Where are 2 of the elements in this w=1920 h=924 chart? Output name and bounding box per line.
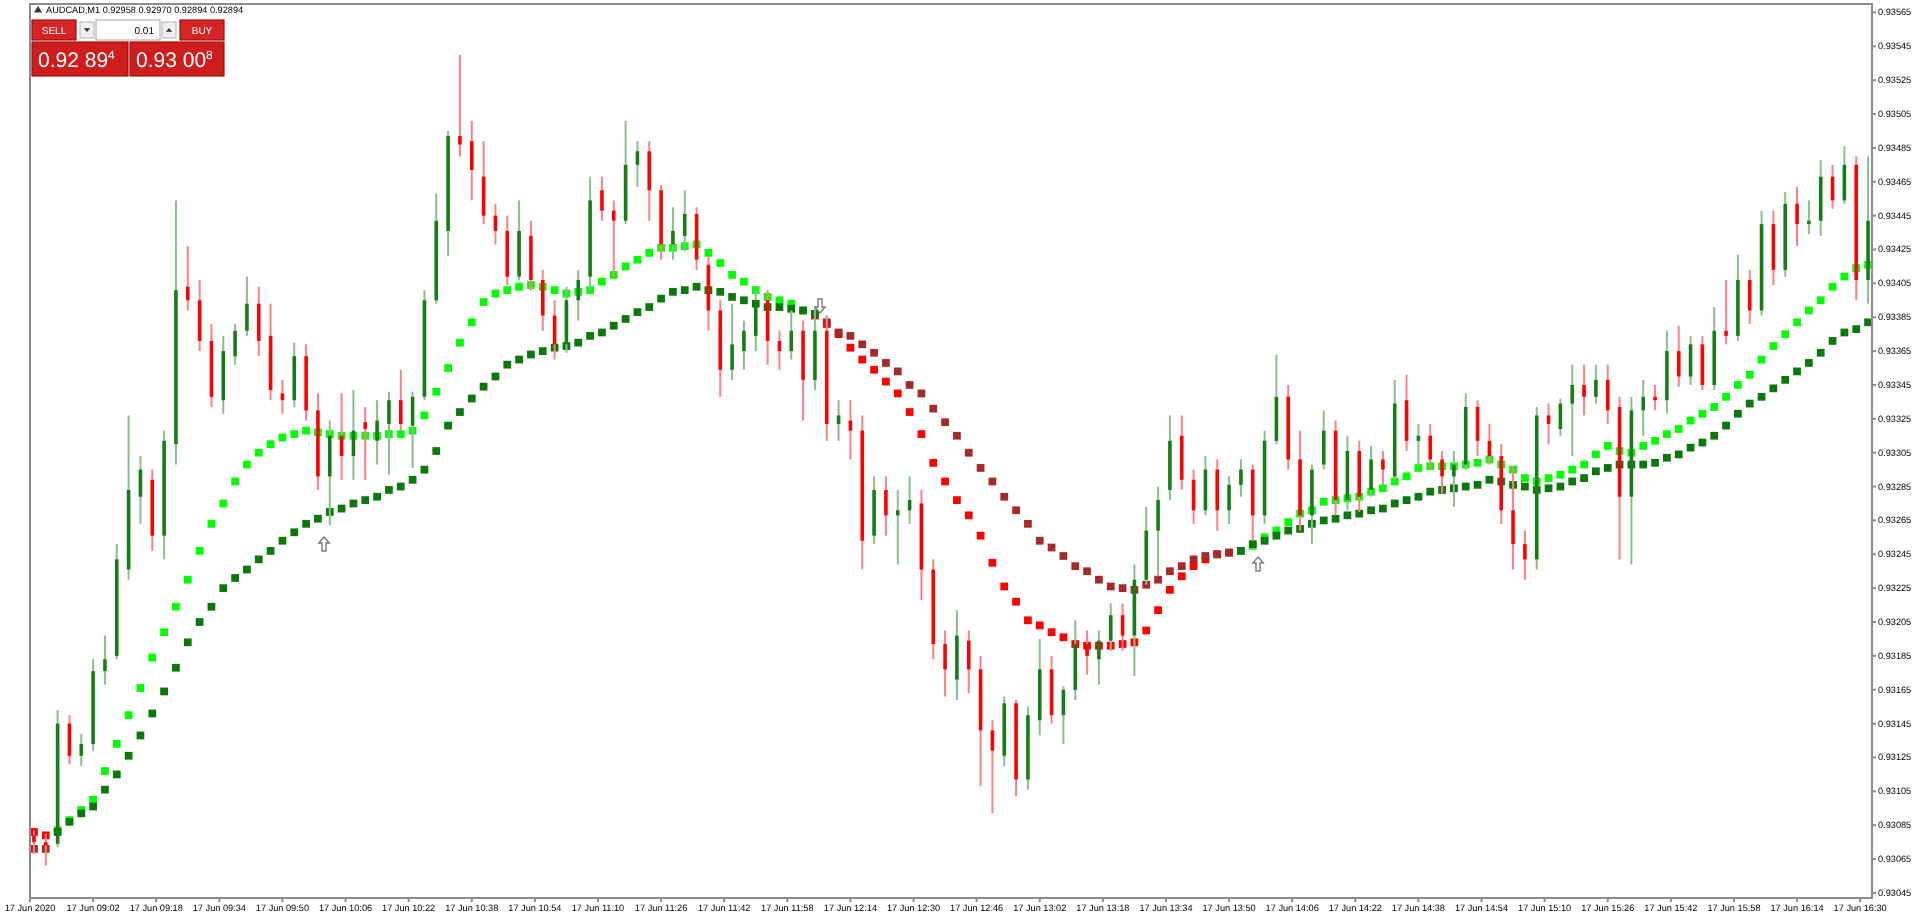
annotation: 0.92 89$^{4}$ xyxy=(38,49,117,73)
annotation: 0.93 00$^{8}$ xyxy=(136,49,215,73)
